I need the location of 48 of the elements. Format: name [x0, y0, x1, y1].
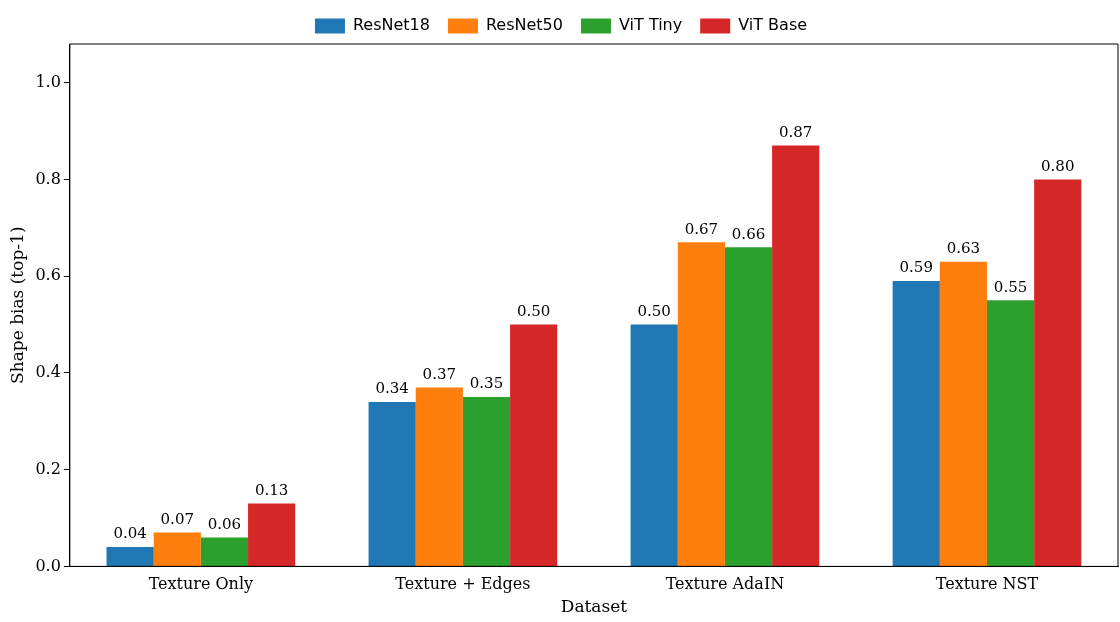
legend-label: ResNet18 [352, 15, 430, 35]
bar [1034, 179, 1082, 566]
data-label: 0.04 [113, 524, 147, 543]
bar [200, 537, 249, 566]
data-label: 0.07 [160, 509, 194, 528]
bar [248, 503, 296, 566]
y-axis-title: Shape bias (top-1) [6, 226, 27, 384]
y-tick-label: 0.2 [35, 458, 61, 478]
data-label: 0.13 [254, 480, 289, 499]
y-tick-label: 0.6 [35, 265, 61, 285]
data-label: 0.50 [516, 301, 551, 320]
bar [510, 324, 558, 566]
data-label: 0.35 [469, 374, 504, 393]
bar [892, 281, 940, 566]
bar [462, 397, 511, 566]
bar [677, 242, 725, 566]
bar [630, 324, 678, 566]
x-tick-label: Texture + Edges [395, 574, 531, 594]
data-label: 0.67 [684, 219, 719, 238]
legend-label: ViT Tiny [618, 15, 683, 35]
legend-label: ResNet50 [485, 15, 563, 35]
bar [368, 401, 416, 566]
data-label: 0.87 [778, 122, 813, 141]
bar [986, 300, 1035, 566]
data-label: 0.50 [637, 301, 671, 320]
bar [106, 547, 154, 566]
bar [772, 145, 820, 566]
data-label: 0.66 [731, 224, 766, 243]
y-tick-label: 0.8 [35, 168, 61, 188]
bar [724, 247, 773, 566]
data-label: 0.55 [993, 277, 1028, 296]
data-label: 0.59 [899, 258, 933, 277]
x-axis-title: Dataset [560, 596, 628, 617]
bar [153, 532, 201, 566]
data-label: 0.37 [422, 364, 457, 383]
x-tick-label: Texture NST [935, 574, 1039, 594]
data-label: 0.80 [1041, 156, 1075, 175]
x-tick-label: Texture Only [148, 574, 254, 594]
y-tick-label: 0.0 [35, 555, 61, 575]
y-tick-label: 1.0 [35, 71, 61, 91]
x-tick-label: Texture AdaIN [665, 574, 785, 594]
bar [415, 387, 463, 566]
data-label: 0.63 [946, 239, 981, 258]
data-label: 0.06 [207, 514, 242, 533]
bar [939, 261, 987, 566]
y-tick-label: 0.4 [35, 362, 61, 382]
data-label: 0.34 [375, 379, 409, 398]
legend-label: ViT Base [738, 15, 808, 35]
